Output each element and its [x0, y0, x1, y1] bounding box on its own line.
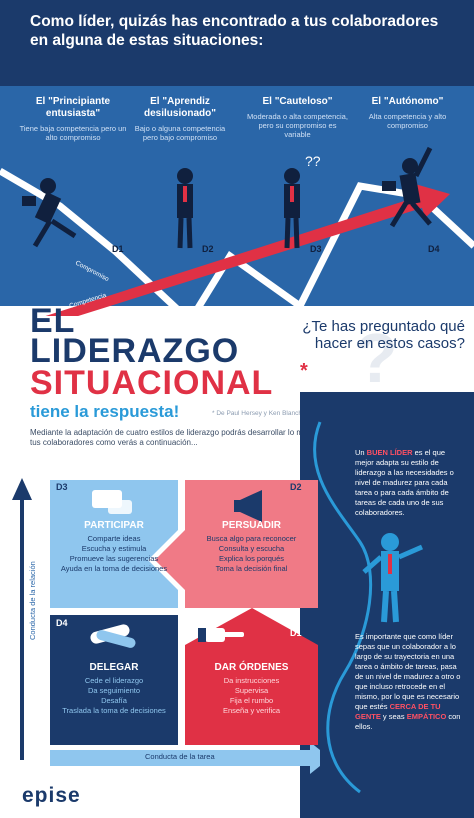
stages-illustration: ?? Compromiso Competencia [0, 146, 474, 316]
quadrant-d1-title: DAR ÓRDENES [214, 662, 289, 673]
svg-text:??: ?? [305, 153, 321, 169]
stage-desc: Tiene baja competencia pero un alto comp… [19, 124, 127, 142]
stage-title: El "Aprendiz desilusionado" [144, 96, 216, 119]
vertical-axis-label: Conducta de la relación [28, 561, 37, 640]
side-paragraph-2: Es importante que como líder sepas que u… [355, 632, 461, 731]
title-line-4: tiene la respuesta! [30, 402, 180, 421]
competence-arrow [45, 196, 428, 316]
side-decoration [313, 421, 423, 794]
quadrant-d1-shape [185, 608, 318, 745]
header: Como líder, quizás has encontrado a tus … [0, 0, 474, 86]
title-star: * [300, 360, 308, 382]
quadrant-d2-shape [155, 480, 318, 608]
quadrant-d1-level: D1 [290, 628, 302, 638]
quadrant-d3-title: PARTICIPAR [84, 520, 144, 531]
leader-figure-icon [362, 533, 423, 623]
header-title: Como líder, quizás has encontrado a tus … [30, 13, 439, 49]
stage-title: El "Principiante entusiasta" [35, 96, 111, 119]
figure-cautious-icon: ?? [284, 153, 321, 249]
chat-bubbles-icon [92, 490, 132, 514]
commitment-line [0, 167, 474, 316]
side-paragraph-1: Un BUEN LÍDER es el que mejor adapta su … [355, 448, 454, 517]
intro-text: Mediante la adaptación de cuatro estilos… [30, 428, 328, 447]
quadrant-shapes [12, 478, 320, 774]
quadrant-d4-list: Cede el liderazgo Da seguimiento Desafía Tr… [62, 676, 166, 715]
stage-desc: Moderada o alta competencia, pero su com… [247, 112, 348, 139]
stage-d2: El "Aprendiz desilusionado" Bajo o algun… [130, 96, 230, 142]
title-authors: * De Paul Hersey y Ken Blanchard [212, 410, 312, 417]
quadrant-d3-shape [50, 480, 178, 608]
pointing-hand-icon [198, 628, 244, 642]
quadrant-d1-list: Da instrucciones Supervisa Fija el rumbo En… [222, 676, 281, 715]
question-mark-icon: ? [355, 319, 398, 397]
megaphone-icon [234, 490, 262, 522]
figure-standing-icon [177, 168, 193, 249]
handshake-icon [90, 624, 136, 648]
quadrant-d2-level: D2 [290, 482, 302, 492]
quadrant-d2-list: Busca algo para reconocer Consulta y escu… [206, 534, 297, 573]
level-d2: D2 [202, 244, 214, 254]
stage-d1: El "Principiante entusiasta" Tiene baja … [18, 96, 128, 142]
stage-d4: El "Autónomo" Alta competencia y alto co… [355, 96, 460, 130]
quadrant-d3-list: Comparte ideas Escucha y estimula Promueve… [60, 534, 168, 573]
quadrant-d2-title: PERSUADIR [222, 520, 281, 531]
brand-logo: epise [22, 784, 81, 807]
stage-title: El "Cauteloso" [262, 96, 333, 107]
figure-winner-icon [382, 146, 433, 228]
question-text: ¿Te has preguntado qué hacer en estos ca… [302, 318, 465, 352]
title-line-2: LIDERAZGO [30, 332, 240, 370]
stage-d3: El "Cauteloso" Moderada o alta competenc… [245, 96, 350, 139]
level-d1: D1 [112, 244, 124, 254]
horizontal-axis-label: Conducta de la tarea [145, 752, 215, 761]
title-line-1: EL [30, 302, 76, 340]
title-line-3: SITUACIONAL [30, 364, 274, 402]
level-d4: D4 [428, 244, 440, 254]
commitment-label: Compromiso [74, 260, 110, 284]
quadrant-d3-level: D3 [56, 482, 68, 492]
figure-runner-icon [22, 178, 77, 248]
stage-title: El "Autónomo" [371, 96, 444, 107]
quadrant-d4-shape [50, 615, 178, 745]
level-d3: D3 [310, 244, 322, 254]
stage-desc: Bajo o alguna competencia pero bajo comp… [134, 124, 226, 142]
quadrant-d4-level: D4 [56, 618, 68, 628]
stage-desc: Alta competencia y alto compromiso [368, 112, 447, 130]
quadrant-d4-title: DELEGAR [89, 662, 139, 673]
